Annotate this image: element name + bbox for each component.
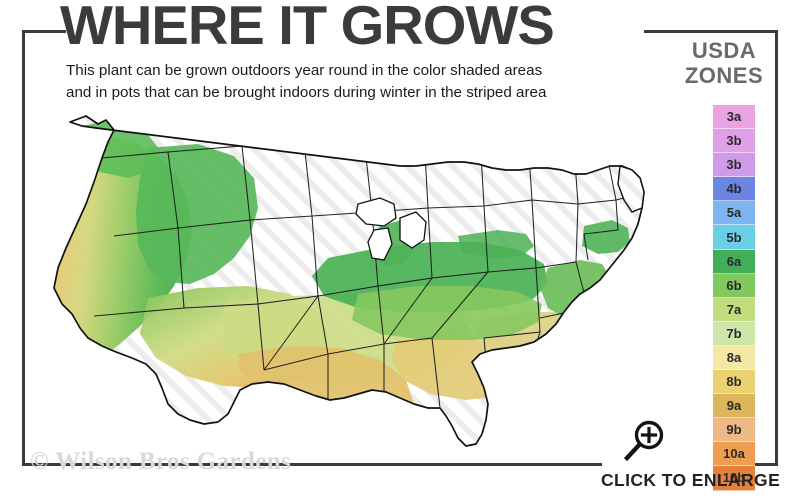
legend-swatch-label: 8b [726,374,742,390]
legend-swatch-label: 6a [726,253,742,269]
legend-swatch-3b: 3b [713,153,755,178]
legend-swatch-7b: 7b [713,321,755,346]
legend-title: USDA ZONES [672,38,776,88]
legend-swatch-label: 6b [726,277,742,293]
legend-swatch-label: 7a [726,301,742,317]
frame-border-left [22,30,25,466]
legend-swatch-10a: 10a [713,442,755,467]
region-maine [617,165,645,213]
hardiness-zone-map[interactable] [28,108,678,453]
region-mid-atlantic-coast [540,260,612,318]
legend-swatch-label: 9b [726,422,742,438]
legend-swatch-5b: 5b [713,225,755,250]
lake-michigan [367,227,393,261]
legend-swatch-label: 5b [726,229,742,245]
national-outline [53,115,645,447]
map-svg [53,115,645,447]
legend-swatch-label: 3a [726,109,742,125]
magnifier-plus-icon[interactable] [618,419,668,463]
frame-border-right [775,30,778,466]
frame-border-top-right [644,30,778,33]
frame-border-bottom-left [22,463,602,466]
region-lake-erie-shore [458,230,534,258]
legend-swatch-label: 5a [726,205,742,221]
legend-swatch-9b: 9b [713,418,755,443]
legend-swatch-4b: 4b [713,177,755,202]
region-florida [520,360,568,446]
legend-swatch-label: 9a [726,398,742,414]
legend-swatch-3b: 3b [713,129,755,154]
magnifier-svg [623,420,664,462]
legend-swatch-label: 10a [723,446,745,462]
lake-michigan-huron [399,211,427,249]
legend-title-line-2: ZONES [684,63,764,88]
legend-swatch-6a: 6a [713,249,755,274]
copyright-watermark: © Wilson Bros Gardens [30,448,292,475]
great-lakes [355,197,427,261]
legend-swatch-label: 8a [726,349,742,365]
legend-swatch-label: 4b [726,181,742,197]
page-title: WHERE IT GROWS [60,0,555,56]
legend-swatch-5a: 5a [713,201,755,226]
region-puget-sound [80,120,160,178]
page-subtitle: This plant can be grown outdoors year ro… [66,60,646,104]
subtitle-line-1: This plant can be grown outdoors year ro… [66,62,543,79]
legend-swatch-10b: 10b [713,466,755,491]
legend-swatch-6b: 6b [713,273,755,298]
legend-swatch-label: 3b [726,133,742,149]
legend-swatch-label: 3b [726,157,742,173]
frame-border-bottom-right [741,463,778,466]
usda-zone-legend: 3a 3b 3b 4b 5a 5b 6a 6b 7a 7b 8a 8b 9a 9b 10a 10b [713,105,755,491]
legend-title-line-1: USDA [691,38,757,63]
lake-superior [355,197,397,227]
frame-border-top-left [22,30,66,33]
legend-swatch-8a: 8a [713,345,755,371]
legend-swatch-label: 7b [726,325,742,341]
map-color-shaded-layer [54,120,630,446]
legend-swatch-label: 10b [722,470,746,486]
legend-swatch-9a: 9a [713,394,755,419]
legend-swatch-7a: 7a [713,297,755,322]
subtitle-line-2: and in pots that can be brought indoors … [66,84,547,101]
legend-swatch-3a: 3a [713,105,755,130]
region-appalachian-transition [352,286,542,340]
click-to-enlarge-label[interactable]: CLICK TO ENLARGE [601,470,781,490]
legend-swatch-8b: 8b [713,370,755,395]
region-northern-rockies-green [136,144,258,284]
